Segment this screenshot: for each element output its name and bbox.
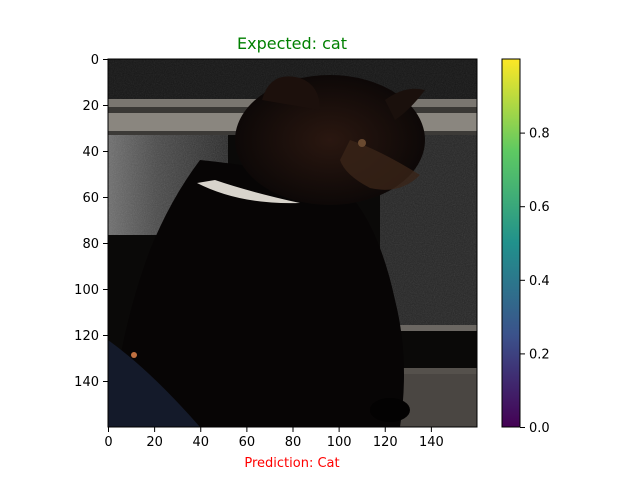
x-axis-label: Prediction: Cat [244,456,339,471]
colorbar-tick-label: 0.8 [529,127,550,142]
y-tick-label: 80 [82,237,99,252]
colorbar-tick-label: 0.6 [529,200,550,215]
x-tick-label: 80 [285,435,302,450]
y-axis: 0 20 40 60 80 100 120 140 [74,53,108,390]
chart-title: Expected: cat [237,34,347,53]
x-tick-label: 40 [192,435,209,450]
y-tick-label: 20 [82,99,99,114]
x-tick-label: 20 [146,435,163,450]
y-tick-label: 120 [74,329,99,344]
colorbar [502,59,520,427]
colorbar-ticks: 0.0 0.2 0.4 0.6 0.8 [520,127,550,436]
colorbar-frame [501,58,521,428]
colorbar-tick-label: 0.4 [529,274,550,289]
y-tick-label: 40 [82,145,99,160]
x-tick-label: 140 [419,435,444,450]
x-tick-label: 100 [327,435,352,450]
cat-image [108,59,477,427]
x-tick-label: 60 [239,435,256,450]
y-tick-label: 0 [91,53,99,68]
colorbar-tick-label: 0.0 [529,421,550,436]
y-tick-label: 60 [82,191,99,206]
y-tick-label: 140 [74,375,99,390]
x-tick-label: 120 [373,435,398,450]
x-axis: 0 20 40 60 80 100 120 140 [104,427,444,450]
y-tick-label: 100 [74,283,99,298]
x-tick-label: 0 [104,435,112,450]
colorbar-tick-label: 0.2 [529,347,550,362]
